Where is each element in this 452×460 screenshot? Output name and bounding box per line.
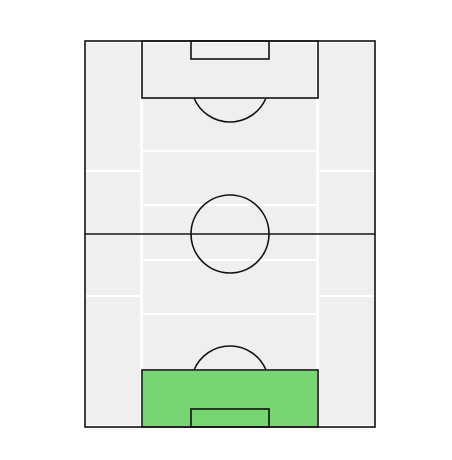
center-circle bbox=[190, 194, 270, 274]
zone-center-5 bbox=[143, 261, 316, 313]
zone-center-4 bbox=[143, 235, 316, 259]
zone-left-upper-mid bbox=[86, 172, 140, 233]
zone-right-lower-mid bbox=[319, 235, 374, 295]
top-goal-area bbox=[190, 40, 270, 60]
zone-center-2 bbox=[143, 152, 316, 204]
bottom-goal-area bbox=[190, 408, 270, 428]
zone-right-top bbox=[319, 43, 374, 170]
pitch-markings bbox=[84, 40, 376, 428]
bottom-penalty-arc bbox=[193, 345, 267, 371]
highlighted-penalty-area bbox=[143, 371, 317, 426]
zone-left-top bbox=[86, 43, 140, 170]
zone-left-bottom bbox=[86, 297, 140, 425]
zone-left-lower-mid bbox=[86, 235, 140, 295]
top-penalty-arc bbox=[193, 97, 267, 123]
zone-right-upper-mid bbox=[319, 172, 374, 233]
zone-center-1 bbox=[143, 43, 316, 150]
zone-center-3 bbox=[143, 206, 316, 233]
zone-right-bottom bbox=[319, 297, 374, 425]
